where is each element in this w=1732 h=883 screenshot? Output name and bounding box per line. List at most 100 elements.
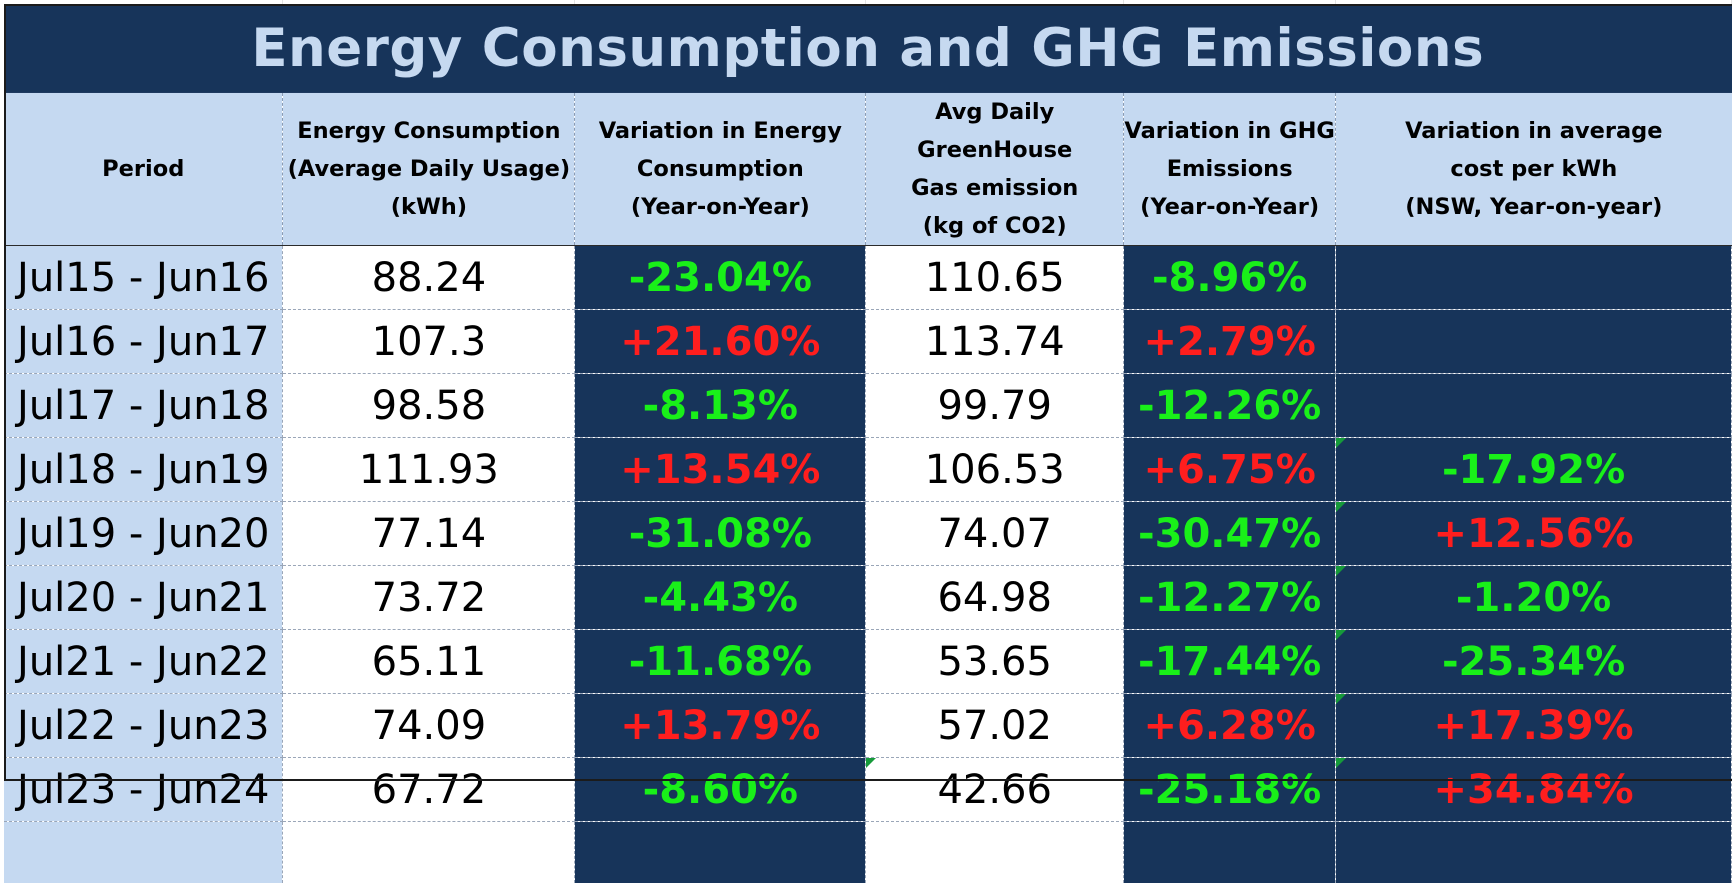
period-cell[interactable]: Jul17 - Jun18 — [4, 374, 283, 438]
energy-cell[interactable]: 111.93 — [283, 438, 575, 502]
emissions-table: Energy Consumption and GHG Emissions Per… — [4, 0, 1732, 883]
ghg-variation-cell[interactable]: -8.96% — [1124, 246, 1336, 310]
header-line: (kg of CO2) — [866, 207, 1123, 245]
header-line: (Year-on-Year) — [1124, 188, 1335, 226]
energy-cell[interactable]: 107.3 — [283, 310, 575, 374]
empty-cell[interactable] — [1124, 822, 1336, 883]
cost-variation-cell[interactable]: +17.39% — [1336, 694, 1732, 758]
header-line: Avg Daily GreenHouse — [866, 93, 1123, 169]
ghg-cell[interactable]: 53.65 — [866, 630, 1124, 694]
energy-variation-cell[interactable]: -31.08% — [575, 502, 866, 566]
cell-indicator-icon — [1336, 694, 1346, 704]
cost-variation-cell[interactable]: -17.92% — [1336, 438, 1732, 502]
ghg-cell[interactable]: 113.74 — [866, 310, 1124, 374]
energy-cell[interactable]: 98.58 — [283, 374, 575, 438]
header-line: Period — [4, 150, 282, 188]
ghg-cell[interactable]: 110.65 — [866, 246, 1124, 310]
header-line: Variation in average — [1336, 112, 1731, 150]
energy-variation-cell[interactable]: -4.43% — [575, 566, 866, 630]
energy-variation-cell[interactable]: -8.13% — [575, 374, 866, 438]
ghg-cell[interactable]: 99.79 — [866, 374, 1124, 438]
ghg-cell[interactable]: 106.53 — [866, 438, 1124, 502]
energy-cell[interactable]: 88.24 — [283, 246, 575, 310]
ghg-variation-cell[interactable]: -30.47% — [1124, 502, 1336, 566]
empty-cell[interactable] — [4, 822, 283, 883]
empty-cell[interactable] — [283, 822, 575, 883]
cost-variation-cell[interactable] — [1336, 374, 1732, 438]
ghg-variation-cell[interactable]: +6.75% — [1124, 438, 1336, 502]
ghg-variation-cell[interactable]: -17.44% — [1124, 630, 1336, 694]
spreadsheet: Energy Consumption and GHG Emissions Per… — [0, 0, 1732, 863]
header-line: (Average Daily Usage) — [283, 150, 574, 188]
period-cell[interactable]: Jul21 - Jun22 — [4, 630, 283, 694]
header-period[interactable]: Period — [4, 93, 283, 246]
cell-indicator-icon — [866, 758, 876, 768]
header-line: (NSW, Year-on-year) — [1336, 188, 1731, 226]
empty-row — [4, 822, 1732, 883]
energy-variation-cell[interactable]: -23.04% — [575, 246, 866, 310]
empty-cell[interactable] — [866, 822, 1124, 883]
empty-cell[interactable] — [1336, 822, 1732, 883]
ghg-cell[interactable]: 42.66 — [866, 758, 1124, 822]
period-cell[interactable]: Jul16 - Jun17 — [4, 310, 283, 374]
energy-variation-cell[interactable]: +21.60% — [575, 310, 866, 374]
header-line: Emissions — [1124, 150, 1335, 188]
ghg-variation-cell[interactable]: -25.18% — [1124, 758, 1336, 822]
energy-cell[interactable]: 74.09 — [283, 694, 575, 758]
energy-variation-cell[interactable]: -11.68% — [575, 630, 866, 694]
header-line: cost per kWh — [1336, 150, 1731, 188]
header-line: Variation in Energy — [575, 112, 865, 150]
ghg-cell[interactable]: 57.02 — [866, 694, 1124, 758]
period-cell[interactable]: Jul22 - Jun23 — [4, 694, 283, 758]
ghg-variation-cell[interactable]: -12.27% — [1124, 566, 1336, 630]
table-title[interactable]: Energy Consumption and GHG Emissions — [4, 4, 1732, 93]
ghg-cell[interactable]: 64.98 — [866, 566, 1124, 630]
period-cell[interactable]: Jul23 - Jun24 — [4, 758, 283, 822]
header-line: Gas emission — [866, 169, 1123, 207]
cell-indicator-icon — [1336, 502, 1346, 512]
cost-variation-cell[interactable] — [1336, 246, 1732, 310]
energy-variation-cell[interactable]: +13.54% — [575, 438, 866, 502]
period-cell[interactable]: Jul18 - Jun19 — [4, 438, 283, 502]
energy-cell[interactable]: 77.14 — [283, 502, 575, 566]
ghg-cell[interactable]: 74.07 — [866, 502, 1124, 566]
energy-variation-cell[interactable]: +13.79% — [575, 694, 866, 758]
cost-variation-cell[interactable]: -1.20% — [1336, 566, 1732, 630]
period-cell[interactable]: Jul15 - Jun16 — [4, 246, 283, 310]
cost-variation-cell[interactable]: +34.84% — [1336, 758, 1732, 822]
empty-cell[interactable] — [575, 822, 866, 883]
energy-variation-cell[interactable]: -8.60% — [575, 758, 866, 822]
cost-variation-cell[interactable] — [1336, 310, 1732, 374]
cost-variation-cell[interactable]: +12.56% — [1336, 502, 1732, 566]
period-cell[interactable]: Jul20 - Jun21 — [4, 566, 283, 630]
cell-indicator-icon — [1336, 566, 1346, 576]
ghg-variation-cell[interactable]: -12.26% — [1124, 374, 1336, 438]
header-line: (Year-on-Year) — [575, 188, 865, 226]
ghg-variation-cell[interactable]: +2.79% — [1124, 310, 1336, 374]
header-line: Consumption — [575, 150, 865, 188]
cost-variation-cell[interactable]: -25.34% — [1336, 630, 1732, 694]
period-cell[interactable]: Jul19 - Jun20 — [4, 502, 283, 566]
energy-cell[interactable]: 73.72 — [283, 566, 575, 630]
header-line: Variation in GHG — [1124, 112, 1335, 150]
header-energy-consumption[interactable]: Energy Consumption(Average Daily Usage)(… — [283, 93, 575, 246]
cell-indicator-icon — [1336, 758, 1346, 768]
cell-indicator-icon — [1336, 438, 1346, 448]
cell-indicator-icon — [1336, 630, 1346, 640]
energy-cell[interactable]: 67.72 — [283, 758, 575, 822]
energy-cell[interactable]: 65.11 — [283, 630, 575, 694]
ghg-variation-cell[interactable]: +6.28% — [1124, 694, 1336, 758]
